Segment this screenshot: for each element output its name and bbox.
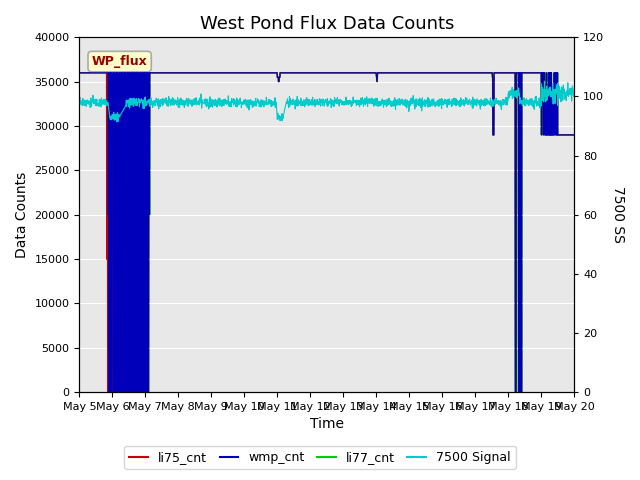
Title: West Pond Flux Data Counts: West Pond Flux Data Counts xyxy=(200,15,454,33)
Y-axis label: Data Counts: Data Counts xyxy=(15,172,29,258)
Legend: li75_cnt, wmp_cnt, li77_cnt, 7500 Signal: li75_cnt, wmp_cnt, li77_cnt, 7500 Signal xyxy=(124,446,516,469)
X-axis label: Time: Time xyxy=(310,418,344,432)
Text: WP_flux: WP_flux xyxy=(92,55,147,68)
Y-axis label: 7500 SS: 7500 SS xyxy=(611,186,625,243)
